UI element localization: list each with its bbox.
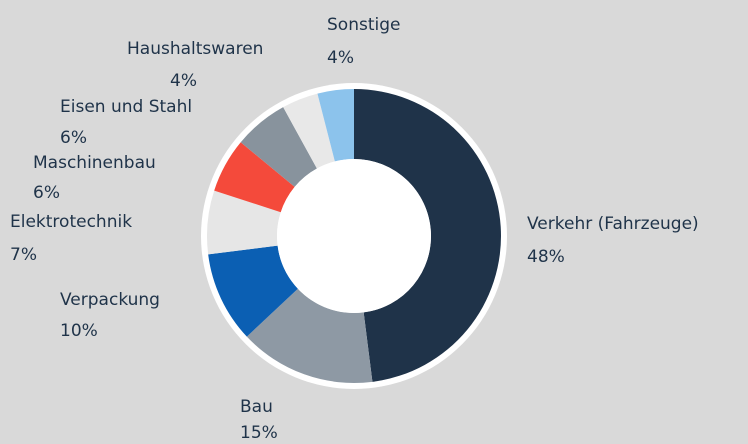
- category-label: Eisen und Stahl: [60, 97, 192, 117]
- category-label: Elektrotechnik: [10, 212, 132, 232]
- slice: [283, 93, 335, 169]
- value-label: 7%: [10, 245, 37, 265]
- slice: [240, 107, 317, 187]
- category-label: Haushaltswaren: [127, 39, 263, 59]
- hole: [277, 159, 431, 313]
- value-label: 4%: [170, 71, 197, 91]
- slice: [214, 142, 295, 213]
- value-label: 15%: [240, 423, 278, 443]
- value-label: 6%: [33, 183, 60, 203]
- category-label: Verkehr (Fahrzeuge): [527, 214, 699, 234]
- category-label: Verpackung: [60, 290, 160, 310]
- category-label: Sonstige: [327, 15, 400, 35]
- slice: [317, 89, 354, 162]
- value-label: 10%: [60, 321, 98, 341]
- slice: [206, 190, 281, 255]
- category-label: Maschinenbau: [33, 153, 156, 173]
- slice: [246, 288, 373, 383]
- slice: [208, 245, 298, 337]
- category-label: Bau: [240, 397, 273, 417]
- value-label: 4%: [327, 48, 354, 68]
- value-label: 6%: [60, 128, 87, 148]
- value-label: 48%: [527, 247, 565, 267]
- slice: [354, 89, 502, 382]
